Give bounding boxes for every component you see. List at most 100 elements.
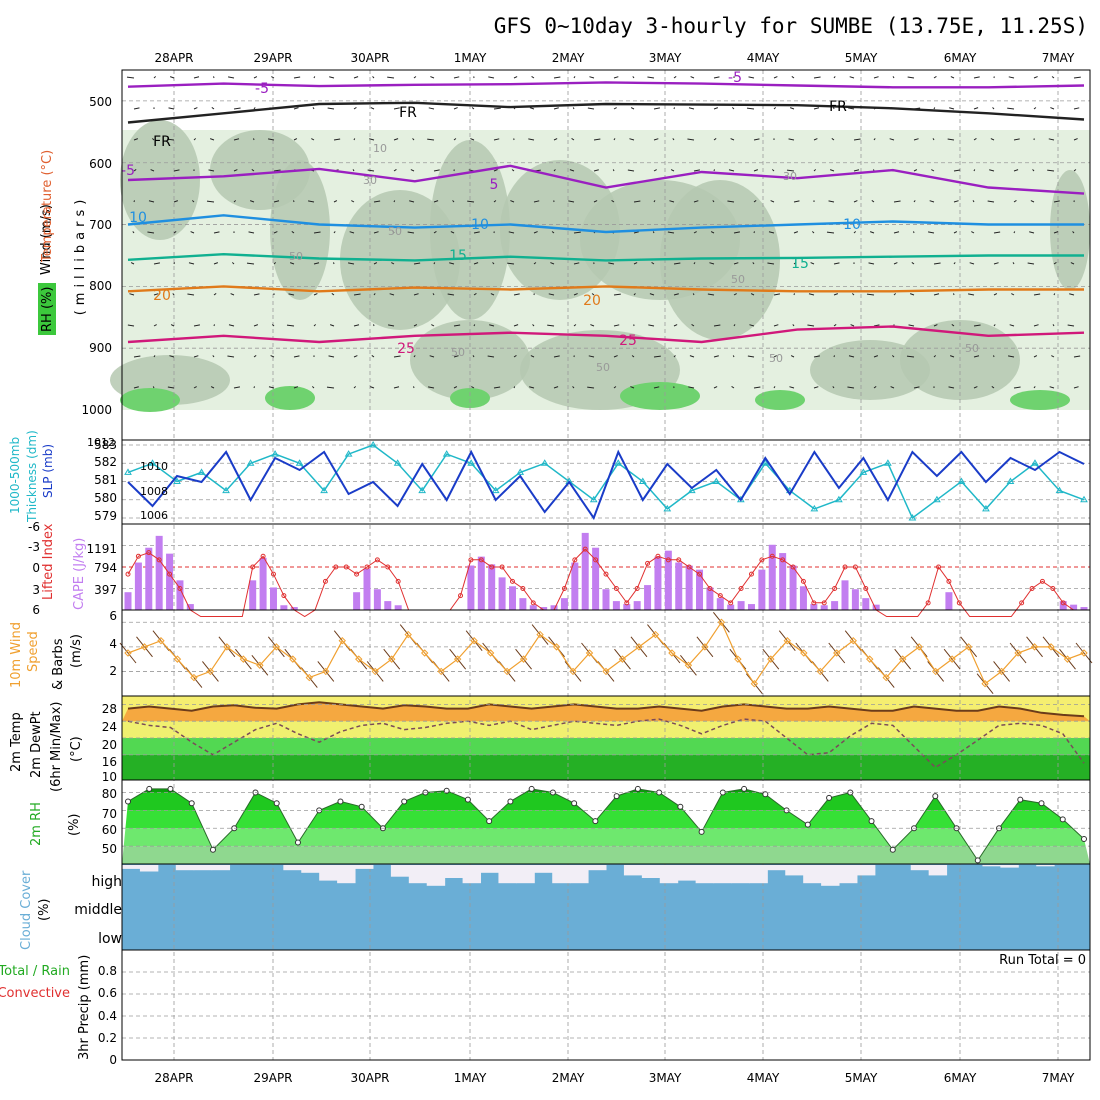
cape-bar [841, 580, 849, 610]
wind-barb [873, 138, 876, 141]
wind-barb [873, 355, 879, 358]
wind-barb [173, 200, 179, 203]
precip-panel [121, 949, 1091, 1061]
wind-barb [410, 169, 415, 172]
rh-point [146, 785, 153, 792]
thickness-point [320, 486, 328, 494]
wind-barb [709, 262, 715, 265]
wind-barb [413, 324, 418, 327]
tick-label: 900 [89, 341, 112, 355]
cloud-gap [856, 865, 876, 876]
rh-point [294, 839, 301, 846]
wind10-point [866, 655, 874, 663]
wind-barb [913, 169, 918, 172]
wind-barb [333, 138, 341, 141]
wind-barb [973, 107, 979, 110]
axis-label: 1000-500mb [8, 437, 22, 514]
wind-barb [489, 324, 495, 327]
wind-barb [688, 386, 695, 389]
wind-barb [750, 293, 755, 296]
date-label: 7MAY [1042, 1071, 1075, 1085]
wind-barb [391, 262, 395, 265]
wind-barb [573, 231, 581, 234]
cape-bar [166, 553, 174, 610]
wind-barb [529, 386, 535, 389]
contour-label: 15 [791, 256, 809, 272]
tick-label: 0.4 [98, 1009, 117, 1023]
wind-barb [813, 355, 821, 358]
lifted-index-point [634, 586, 640, 591]
wind10-point [948, 655, 956, 663]
wind-barb [653, 169, 657, 172]
wind-barb [673, 324, 678, 327]
wind10-point [173, 655, 182, 663]
wind-barb [413, 355, 416, 358]
wind-barb [953, 169, 961, 172]
rh-point [337, 798, 344, 805]
lifted-index-point [364, 564, 370, 570]
wind-barb [1033, 386, 1036, 389]
wind-barb [193, 386, 197, 389]
wind-barb [993, 324, 996, 327]
wind-barb [413, 262, 421, 265]
wind-barb [513, 293, 520, 296]
wind-barb [1033, 324, 1039, 327]
wind-barb [329, 76, 335, 79]
thickness-point [638, 477, 647, 484]
wind-barb [353, 386, 357, 389]
wind-barb [693, 231, 697, 234]
wind-barb [953, 200, 959, 203]
lifted-index-point [1019, 600, 1025, 606]
wind-barb [513, 76, 518, 79]
wind-barb [513, 355, 517, 358]
wind-barb [873, 386, 877, 389]
wind-barb [613, 324, 620, 327]
wind10-point [437, 667, 445, 676]
wind-barb [393, 138, 399, 141]
wind-barb [573, 324, 577, 327]
wind-barb [253, 107, 256, 110]
axis-label: Speed [26, 631, 41, 672]
wind-barb [568, 200, 575, 203]
lifted-index-point [697, 571, 703, 577]
wind-barb [790, 355, 795, 358]
wind-barb [1052, 324, 1055, 327]
rh-point [528, 785, 535, 792]
lifted-index-point [852, 564, 858, 570]
tick-label: 3 [32, 583, 40, 597]
cape-bar [945, 592, 953, 610]
tick-label: 794 [94, 561, 117, 575]
contour-label: 50 [596, 361, 610, 374]
wind-barb [270, 355, 275, 358]
wind-barb [209, 138, 215, 141]
tick-label: 580 [94, 491, 117, 505]
cape-bar [571, 562, 579, 610]
thickness-point [442, 450, 451, 457]
thickness-line [127, 444, 1085, 520]
wind-barb [893, 200, 901, 203]
wind-barb [453, 138, 457, 141]
wind-barb [1053, 293, 1056, 296]
wind10-point [898, 655, 907, 663]
cape-bar [768, 544, 776, 610]
wind10-point [338, 637, 346, 645]
cloud-gap [193, 865, 213, 871]
thickness-point [418, 486, 427, 494]
wind-barb [1070, 262, 1075, 265]
wind-barb [447, 293, 455, 296]
cape-bar [1080, 607, 1088, 610]
wind-barb [831, 138, 835, 141]
wind-barb [1011, 293, 1015, 296]
wind-barb [147, 231, 155, 234]
lifted-index-point [322, 578, 328, 584]
wind-barb [933, 107, 936, 110]
tick-label: 0 [32, 561, 40, 575]
wind-barb [933, 262, 941, 265]
contour-label: -5 [728, 70, 742, 86]
wind-barb [1013, 231, 1016, 234]
lifted-index-point [780, 557, 786, 563]
isotherm-line [127, 214, 1084, 234]
wind-barb [251, 169, 255, 172]
wind-barb [770, 200, 775, 203]
